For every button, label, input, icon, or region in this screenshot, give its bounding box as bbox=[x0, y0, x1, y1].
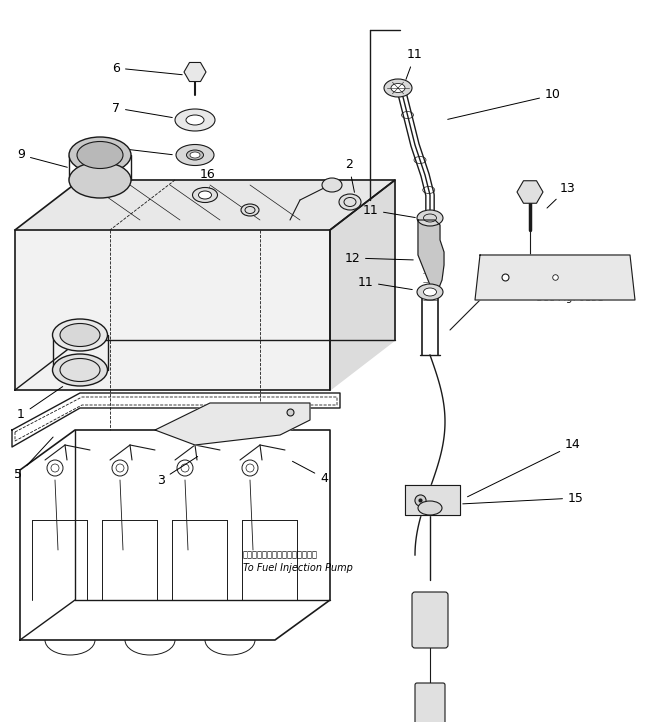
Ellipse shape bbox=[175, 109, 215, 131]
Polygon shape bbox=[405, 485, 460, 515]
Ellipse shape bbox=[176, 144, 214, 165]
Text: See Fig. 0131: See Fig. 0131 bbox=[537, 293, 604, 303]
Ellipse shape bbox=[60, 323, 100, 347]
Ellipse shape bbox=[424, 288, 436, 296]
Polygon shape bbox=[155, 403, 310, 445]
Text: 6: 6 bbox=[112, 61, 182, 74]
Ellipse shape bbox=[77, 142, 123, 168]
Text: 1: 1 bbox=[17, 386, 63, 422]
Ellipse shape bbox=[186, 115, 204, 125]
Polygon shape bbox=[475, 255, 635, 300]
Ellipse shape bbox=[190, 152, 200, 158]
Text: 9: 9 bbox=[17, 149, 67, 168]
Text: 8: 8 bbox=[112, 142, 172, 155]
Polygon shape bbox=[330, 180, 395, 390]
Text: 11: 11 bbox=[362, 204, 415, 217]
Ellipse shape bbox=[418, 501, 442, 515]
Text: フェルインジェクションポンプへ: フェルインジェクションポンプへ bbox=[243, 550, 318, 560]
Text: 12: 12 bbox=[344, 251, 413, 264]
Ellipse shape bbox=[322, 178, 342, 192]
Text: To Fuel Injection Pump: To Fuel Injection Pump bbox=[243, 563, 353, 573]
Text: 高0131図参照: 高0131図参照 bbox=[537, 281, 581, 290]
Ellipse shape bbox=[192, 188, 217, 202]
Text: 10: 10 bbox=[448, 89, 561, 119]
Text: 2: 2 bbox=[345, 159, 354, 192]
Text: 16: 16 bbox=[200, 168, 215, 187]
Text: 11: 11 bbox=[357, 276, 412, 290]
Polygon shape bbox=[418, 220, 444, 290]
Ellipse shape bbox=[53, 354, 108, 386]
Ellipse shape bbox=[417, 210, 443, 226]
Ellipse shape bbox=[339, 194, 361, 210]
FancyBboxPatch shape bbox=[412, 592, 448, 648]
Text: 5: 5 bbox=[14, 437, 53, 482]
Ellipse shape bbox=[198, 191, 211, 199]
Polygon shape bbox=[15, 230, 330, 390]
Ellipse shape bbox=[186, 150, 203, 160]
Text: 14: 14 bbox=[467, 438, 581, 497]
Text: 13: 13 bbox=[547, 181, 576, 208]
Text: 11: 11 bbox=[406, 48, 423, 79]
Text: 15: 15 bbox=[463, 492, 584, 505]
Ellipse shape bbox=[241, 204, 259, 216]
Ellipse shape bbox=[53, 319, 108, 351]
Ellipse shape bbox=[391, 84, 405, 92]
FancyBboxPatch shape bbox=[415, 683, 445, 722]
Text: 4: 4 bbox=[293, 461, 328, 484]
Ellipse shape bbox=[69, 137, 131, 173]
Text: 3: 3 bbox=[157, 456, 198, 487]
Ellipse shape bbox=[417, 284, 443, 300]
Ellipse shape bbox=[69, 162, 131, 198]
Polygon shape bbox=[15, 180, 395, 230]
Text: 7: 7 bbox=[112, 102, 172, 118]
Ellipse shape bbox=[384, 79, 412, 97]
